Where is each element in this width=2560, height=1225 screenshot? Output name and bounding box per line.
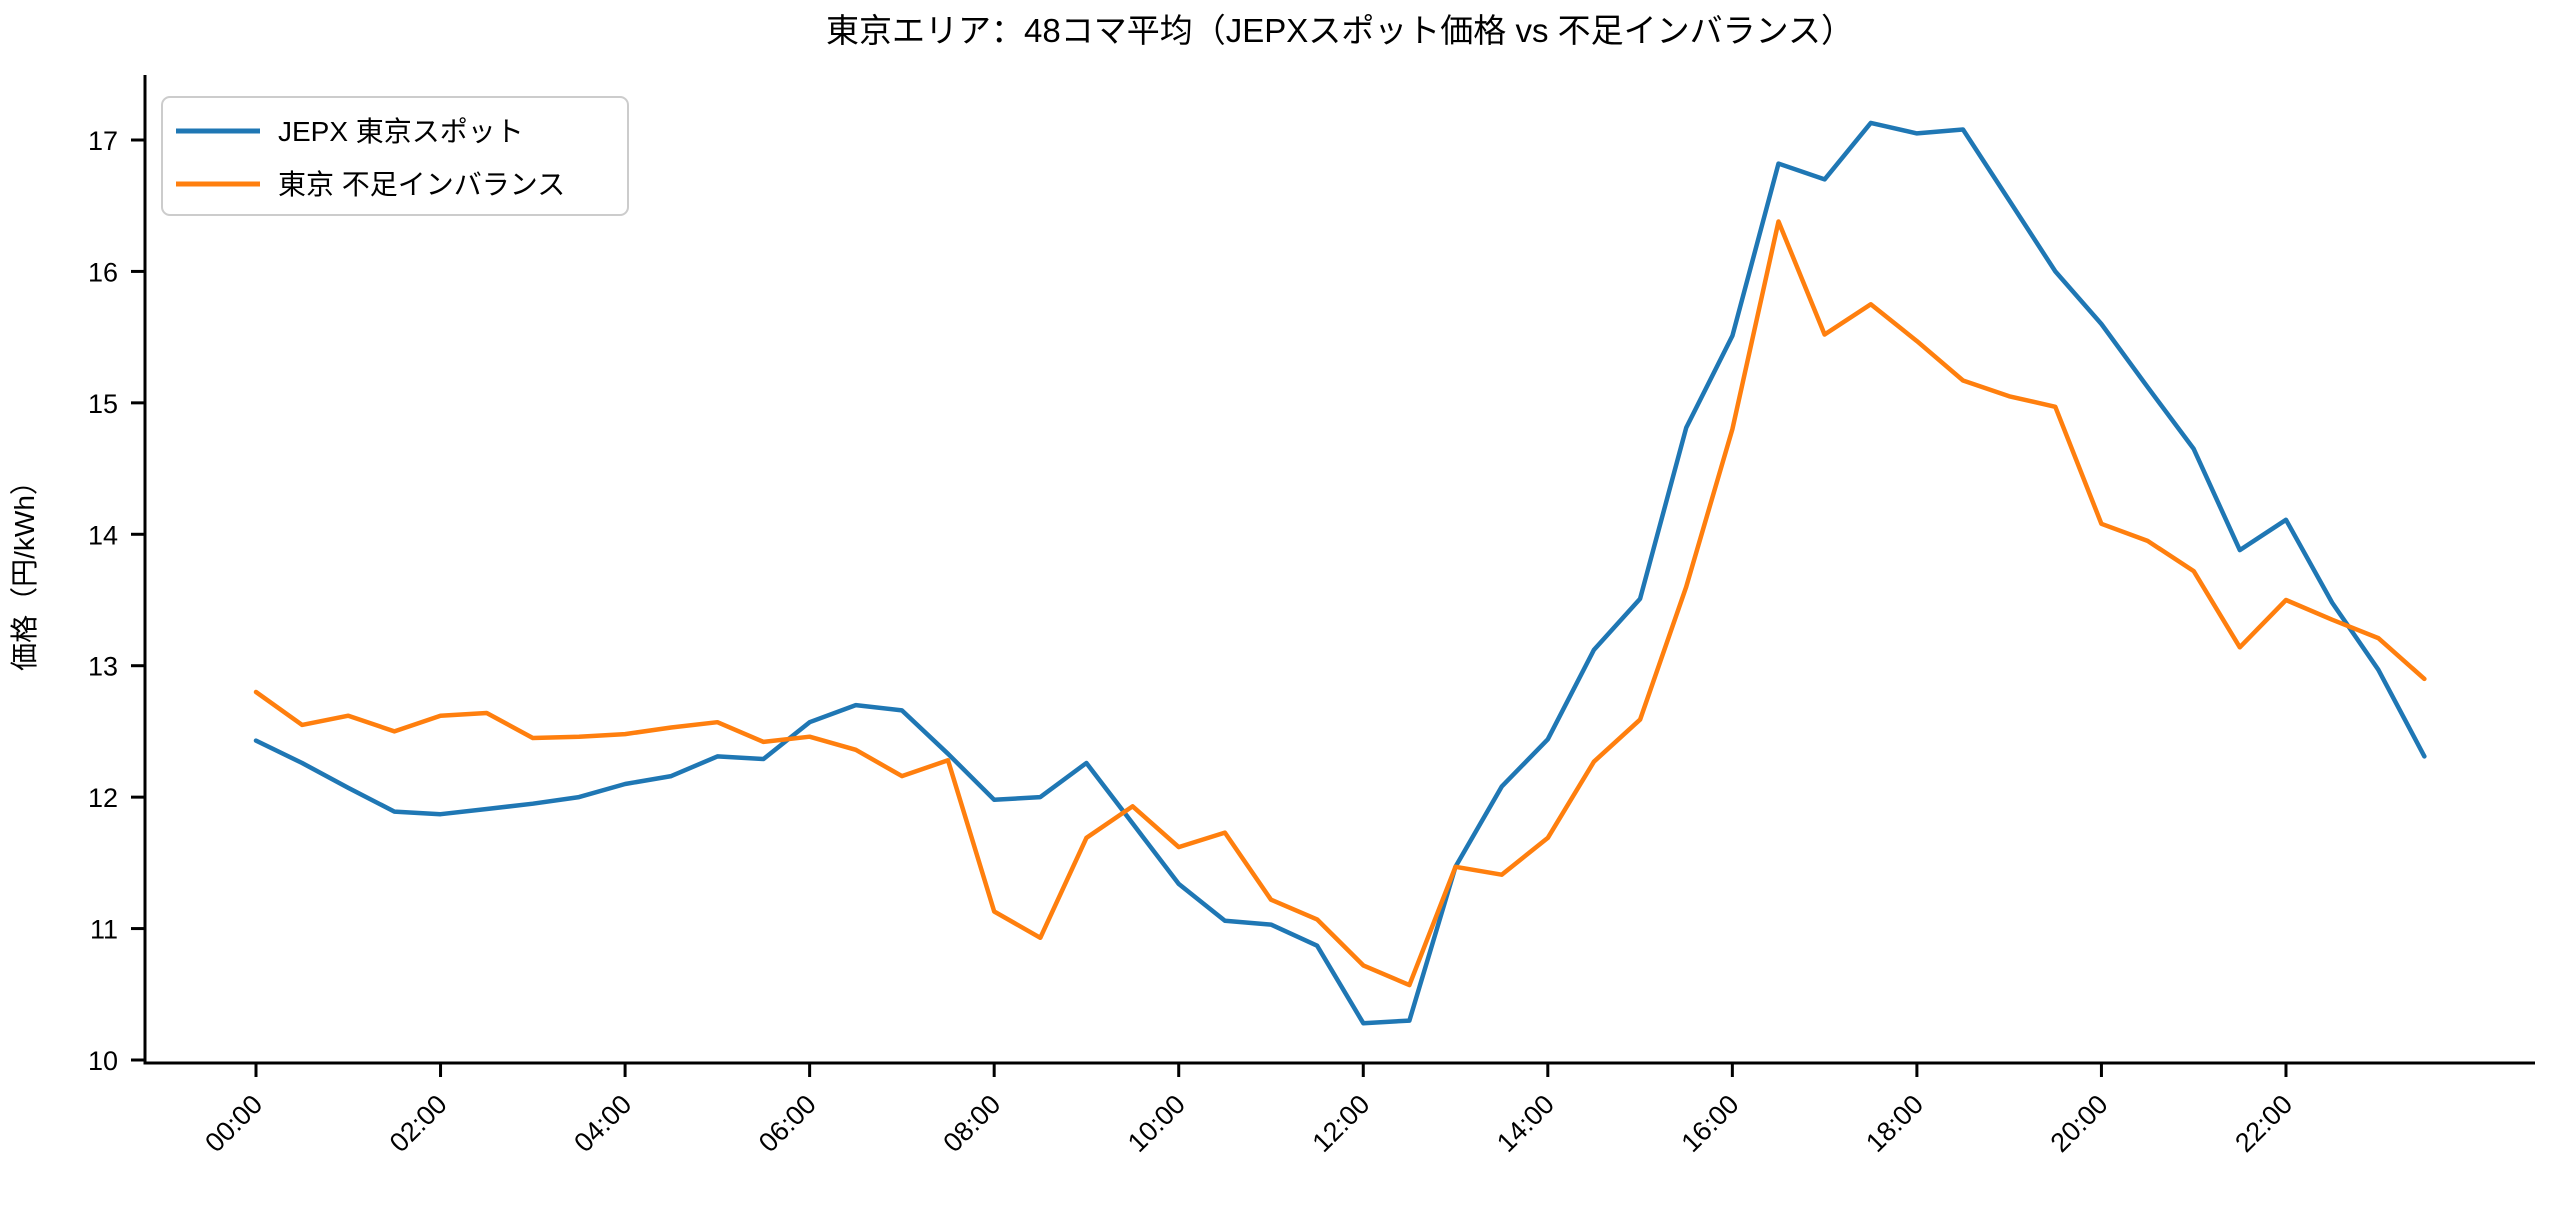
x-tick-label: 02:00 [384, 1089, 453, 1158]
legend-label-imbalance: 東京 不足インバランス [278, 169, 565, 200]
x-tick-label: 20:00 [2045, 1089, 2114, 1158]
series-lines [253, 120, 2427, 1026]
y-tick-label: 12 [88, 783, 118, 813]
x-tick-label: 18:00 [1860, 1089, 1929, 1158]
x-tick-label: 22:00 [2229, 1089, 2298, 1158]
y-tick-label: 10 [88, 1046, 118, 1076]
y-axis-label: 価格（円/kWh） [9, 467, 40, 671]
x-axis-ticks: 00:00 02:00 04:00 06:00 08:00 10:00 12:00 14:00… [199, 1063, 2298, 1158]
series-imbalance-line [253, 219, 2427, 988]
x-tick-label: 04:00 [568, 1089, 637, 1158]
x-tick-label: 06:00 [753, 1089, 822, 1158]
x-tick-label: 10:00 [1122, 1089, 1191, 1158]
y-tick-label: 13 [88, 652, 118, 682]
y-tick-label: 11 [90, 915, 118, 945]
x-tick-label: 16:00 [1676, 1089, 1745, 1158]
legend-label-jepx-spot: JEPX 東京スポット [278, 116, 524, 147]
series-jepx-spot-line [253, 120, 2427, 1026]
y-tick-label: 16 [88, 257, 118, 287]
legend-box [161, 96, 629, 216]
x-tick-label: 14:00 [1491, 1089, 1560, 1158]
y-tick-label: 15 [88, 389, 118, 419]
legend: JEPX 東京スポット 東京 不足インバランス [161, 96, 629, 216]
x-tick-label: 12:00 [1307, 1089, 1376, 1158]
y-axis-ticks: 10 11 12 13 14 15 16 17 [88, 126, 145, 1076]
x-tick-label: 00:00 [199, 1089, 268, 1158]
x-tick-label: 08:00 [937, 1089, 1006, 1158]
y-tick-label: 17 [88, 126, 118, 156]
chart-title: 東京エリア：48コマ平均（JEPXスポット価格 vs 不足インバランス） [826, 12, 1854, 49]
y-tick-label: 14 [88, 520, 118, 550]
